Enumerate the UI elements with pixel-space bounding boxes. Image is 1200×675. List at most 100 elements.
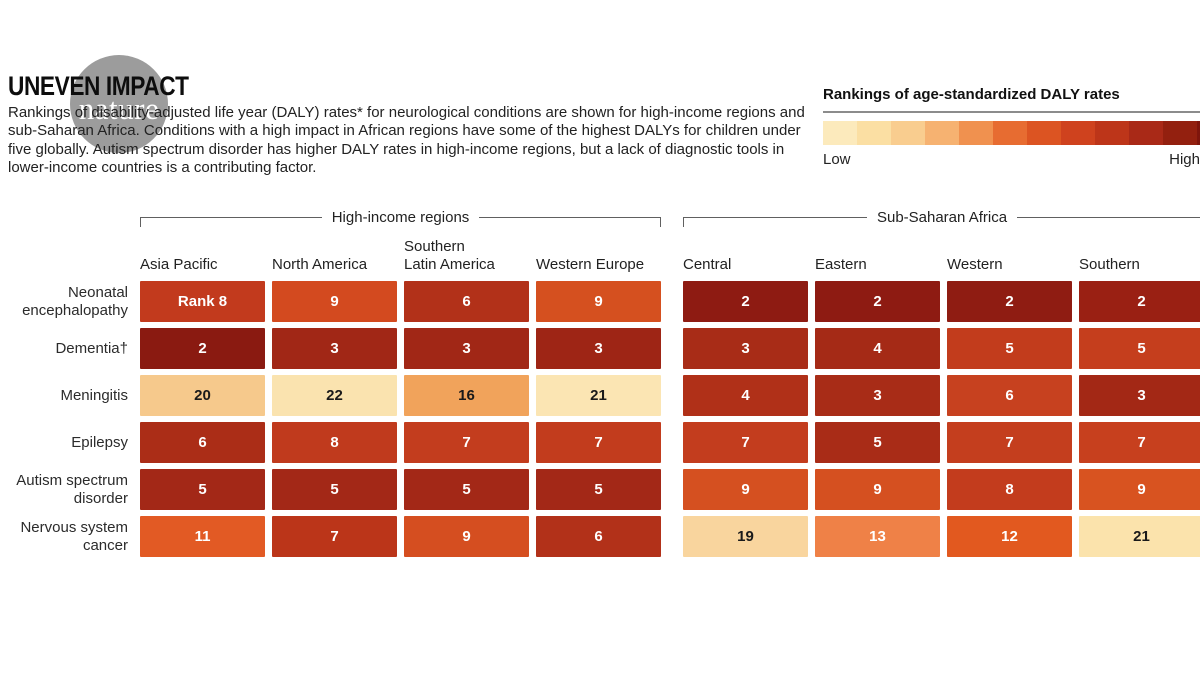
heatmap-cell: 19 <box>683 516 808 557</box>
heatmap-cell: 4 <box>683 375 808 416</box>
bracket-high-income: High-income regions <box>140 208 662 227</box>
heatmap-cell: Rank 8 <box>140 281 265 322</box>
heatmap-cell: 8 <box>947 469 1072 510</box>
heatmap-cell: 9 <box>815 469 940 510</box>
heatmap-cell: 2 <box>947 281 1072 322</box>
color-legend: Rankings of age-standardized DALY rates … <box>823 86 1200 168</box>
heatmap-cell: 7 <box>272 516 397 557</box>
legend-low-label: Low <box>823 151 851 168</box>
heatmap-cell: 6 <box>947 375 1072 416</box>
row-label: Nervous system cancer <box>20 518 128 554</box>
column-header: Western <box>947 256 1003 273</box>
bracket-line-left <box>140 217 322 227</box>
heatmap-cell: 12 <box>947 516 1072 557</box>
heatmap-cell: 7 <box>1079 422 1200 463</box>
heatmap-cell: 5 <box>272 469 397 510</box>
heatmap-cell: 5 <box>815 422 940 463</box>
bracket-line-right <box>1017 217 1200 227</box>
bracket-line-right <box>479 217 662 227</box>
bracket-line-left <box>683 217 867 227</box>
column-header: Central <box>683 256 732 273</box>
heatmap-cell: 4 <box>815 328 940 369</box>
heatmap-cell: 16 <box>404 375 529 416</box>
heatmap-cell: 9 <box>683 469 808 510</box>
heatmap-cell: 5 <box>1079 328 1200 369</box>
heatmap-cell: 8 <box>272 422 397 463</box>
heatmap-cell: 3 <box>404 328 529 369</box>
row-label: Neonatal encephalopathy <box>22 283 128 319</box>
nature-watermark-logo: nature <box>70 55 168 153</box>
legend-swatch <box>925 121 959 145</box>
legend-gradient-bar <box>823 121 1200 145</box>
heatmap-cell: 13 <box>815 516 940 557</box>
heatmap-cell: 5 <box>947 328 1072 369</box>
legend-swatch <box>1095 121 1129 145</box>
heatmap-cell: 7 <box>947 422 1072 463</box>
row-label: Epilepsy <box>71 433 128 451</box>
heatmap-cell: 6 <box>536 516 661 557</box>
row-label: Autism spectrum disorder <box>16 471 128 507</box>
header: UNEVEN IMPACT Rankings of disability-adj… <box>8 72 810 178</box>
heatmap-cell: 21 <box>1079 516 1200 557</box>
legend-swatch <box>1027 121 1061 145</box>
legend-swatch <box>959 121 993 145</box>
legend-title: Rankings of age-standardized DALY rates <box>823 86 1120 103</box>
legend-swatch <box>823 121 857 145</box>
column-headers-africa: Central Eastern Western Southern <box>683 234 1200 274</box>
legend-swatch <box>1197 121 1200 145</box>
heatmap-cell: 3 <box>1079 375 1200 416</box>
heatmap-grid-high-income: Rank 8 9 6 9 2 3 3 3 20 22 16 21 6 8 7 7 5 5 5 5 11 7 9 6 <box>140 281 661 557</box>
bracket-sub-saharan-africa: Sub-Saharan Africa <box>683 208 1200 227</box>
heatmap-cell: 2 <box>1079 281 1200 322</box>
column-header: Eastern <box>815 256 867 273</box>
heatmap-cell: 6 <box>140 422 265 463</box>
intro-text: Rankings of disability-adjusted life yea… <box>8 104 805 177</box>
heatmap-cell: 2 <box>683 281 808 322</box>
heatmap-cell: 9 <box>404 516 529 557</box>
column-headers-high-income: Asia Pacific North America Southern Latin A… <box>140 234 661 274</box>
legend-swatch <box>891 121 925 145</box>
heatmap-cell: 6 <box>404 281 529 322</box>
heatmap-cell: 20 <box>140 375 265 416</box>
row-labels: Neonatal encephalopathy Dementia† Meningiti… <box>0 281 134 557</box>
heatmap-cell: 3 <box>272 328 397 369</box>
legend-labels: Low High <box>823 151 1200 168</box>
group-label-high-income: High-income regions <box>331 209 470 226</box>
column-header: Southern <box>1079 256 1140 273</box>
heatmap-cell: 2 <box>140 328 265 369</box>
legend-swatch <box>1163 121 1197 145</box>
legend-swatch <box>993 121 1027 145</box>
page-title: UNEVEN IMPACT <box>8 71 189 101</box>
row-label: Meningitis <box>60 386 128 404</box>
heatmap-cell: 5 <box>140 469 265 510</box>
legend-divider <box>823 111 1200 113</box>
row-label: Dementia† <box>55 339 128 357</box>
heatmap-cell: 9 <box>1079 469 1200 510</box>
legend-high-label: High <box>1169 151 1200 168</box>
heatmap-cell: 3 <box>815 375 940 416</box>
heatmap-cell: 22 <box>272 375 397 416</box>
heatmap-cell: 7 <box>683 422 808 463</box>
column-header: Asia Pacific <box>140 256 218 273</box>
group-label-sub-saharan-africa: Sub-Saharan Africa <box>876 209 1008 226</box>
column-header: Western Europe <box>536 256 645 273</box>
column-header: North America <box>272 256 368 273</box>
heatmap-cell: 9 <box>272 281 397 322</box>
heatmap-cell: 3 <box>536 328 661 369</box>
legend-swatch <box>857 121 891 145</box>
heatmap-cell: 5 <box>404 469 529 510</box>
heatmap-grid-africa: 2 2 2 2 3 4 5 5 4 3 6 3 7 5 7 7 9 9 8 9 19 13 12 21 <box>683 281 1200 557</box>
heatmap-cell: 11 <box>140 516 265 557</box>
heatmap-cell: 5 <box>536 469 661 510</box>
heatmap-cell: 7 <box>536 422 661 463</box>
heatmap-cell: 7 <box>404 422 529 463</box>
legend-swatch <box>1129 121 1163 145</box>
nature-logo-text: nature <box>78 91 160 126</box>
heatmap-cell: 2 <box>815 281 940 322</box>
heatmap-cell: 21 <box>536 375 661 416</box>
heatmap-cell: 3 <box>683 328 808 369</box>
heatmap-cell: 9 <box>536 281 661 322</box>
column-header: Southern Latin America <box>404 238 495 273</box>
legend-swatch <box>1061 121 1095 145</box>
